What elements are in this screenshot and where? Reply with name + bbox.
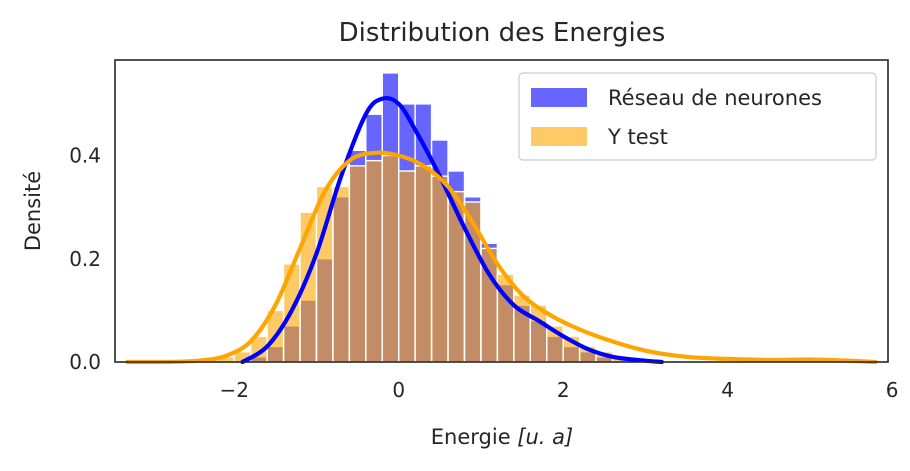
histogram-bar — [365, 159, 383, 363]
y-tick-label: 0.0 — [69, 350, 101, 374]
histogram-bar — [414, 165, 433, 363]
plot-area — [125, 72, 878, 365]
legend-label-y-test: Y test — [607, 125, 668, 149]
legend-label-reseau-de-neurones: Réseau de neurones — [608, 86, 822, 110]
legend: Réseau de neurones Y test — [518, 72, 877, 161]
kde-curve-series-0 — [240, 95, 664, 365]
y-axis-label: Densité — [21, 171, 45, 251]
histogram-bar — [332, 185, 351, 363]
x-tick-label: 0 — [392, 378, 405, 402]
histogram-bar — [430, 175, 449, 363]
kde-curve-series-1 — [125, 150, 878, 365]
histogram-bar — [381, 154, 400, 363]
y-tick-label: 0.4 — [69, 144, 101, 168]
y-axis-ticks: 0.0 0.2 0.4 — [69, 144, 101, 375]
x-tick-label: 6 — [886, 378, 899, 402]
x-tick-label: −2 — [219, 378, 248, 402]
legend-frame — [518, 72, 877, 161]
chart-title: Distribution des Energies — [339, 18, 666, 48]
histogram-bar — [348, 165, 367, 363]
histogram-bar — [447, 190, 466, 363]
x-tick-label: 4 — [721, 378, 734, 402]
x-axis-label: Energie [u. a] — [431, 425, 573, 449]
histogram-bar — [398, 170, 416, 363]
axes-frame — [114, 59, 889, 363]
x-axis-ticks: −2 0 2 4 6 — [219, 378, 898, 402]
legend-swatch-reseau-de-neurones — [531, 88, 587, 107]
y-tick-label: 0.2 — [69, 247, 101, 271]
legend-swatch-y-test — [531, 127, 587, 146]
x-tick-label: 2 — [557, 378, 570, 402]
